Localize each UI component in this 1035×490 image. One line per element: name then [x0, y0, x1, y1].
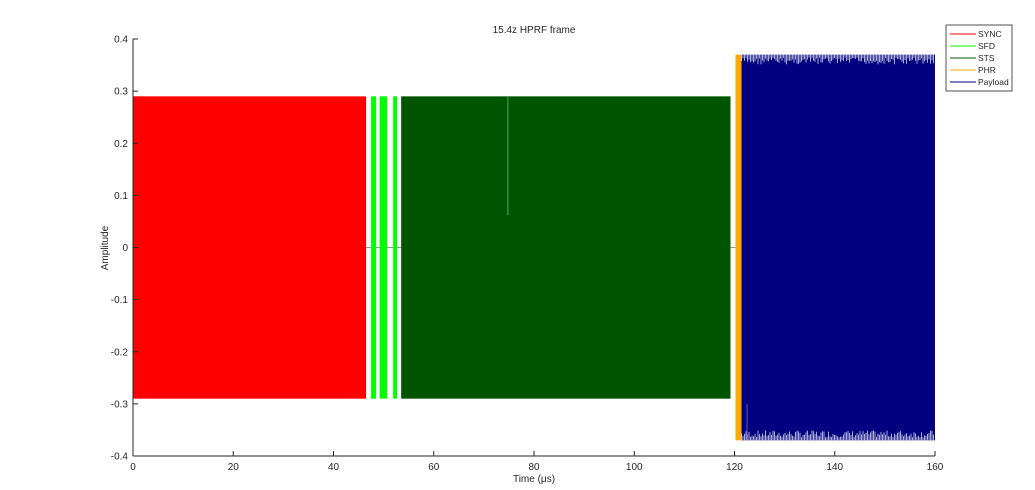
x-tick-label-60: 60 [428, 462, 440, 473]
payload-noise-bottom [741, 430, 934, 441]
legend-label-payload: Payload [978, 77, 1009, 87]
legend-label-sts: STS [978, 53, 995, 63]
x-tick-label-140: 140 [826, 462, 843, 473]
y-tick-label-0: 0 [122, 243, 128, 254]
y-tick-label-0.3: 0.3 [114, 87, 128, 98]
x-tick-label-100: 100 [626, 462, 643, 473]
series-phr-block-0 [735, 54, 742, 441]
plot-area [133, 54, 935, 441]
y-tick-label--0.4: -0.4 [111, 452, 129, 463]
y-tick-label--0.3: -0.3 [111, 399, 129, 410]
series-sync-block-0 [133, 96, 367, 399]
payload-noise-top [741, 54, 934, 65]
y-tick-label-0.2: 0.2 [114, 139, 128, 150]
x-tick-label-20: 20 [228, 462, 240, 473]
y-axis-label: Amplitude [100, 225, 111, 270]
legend: SYNC SFD STS PHR Payload [945, 24, 1013, 92]
chart-title: 15.4z HPRF frame [493, 25, 576, 36]
x-tick-label-120: 120 [726, 462, 743, 473]
legend-label-sfd: SFD [978, 41, 995, 51]
y-tick-label--0.1: -0.1 [111, 295, 129, 306]
legend-label-sync: SYNC [978, 29, 1002, 39]
x-axis-label: Time (μs) [513, 474, 555, 485]
series-sfd-block-1 [379, 96, 388, 399]
series-sfd-block-0 [371, 96, 377, 399]
y-tick-label-0.4: 0.4 [114, 35, 128, 46]
series-sts-block-0 [401, 96, 731, 399]
x-tick-label-80: 80 [528, 462, 540, 473]
y-tick-label-0.1: 0.1 [114, 191, 128, 202]
legend-label-phr: PHR [978, 65, 996, 75]
y-tick-label--0.2: -0.2 [111, 347, 129, 358]
series-payload-block-0 [741, 54, 935, 441]
axes: 0 20 40 60 80 100 120 140 160 0.4 0.3 0.2 0.1 0 -0.1 -0… [111, 35, 944, 474]
x-tick-label-160: 160 [927, 462, 944, 473]
series-sfd-block-2 [393, 96, 398, 399]
x-tick-label-0: 0 [130, 462, 136, 473]
x-tick-label-40: 40 [328, 462, 340, 473]
